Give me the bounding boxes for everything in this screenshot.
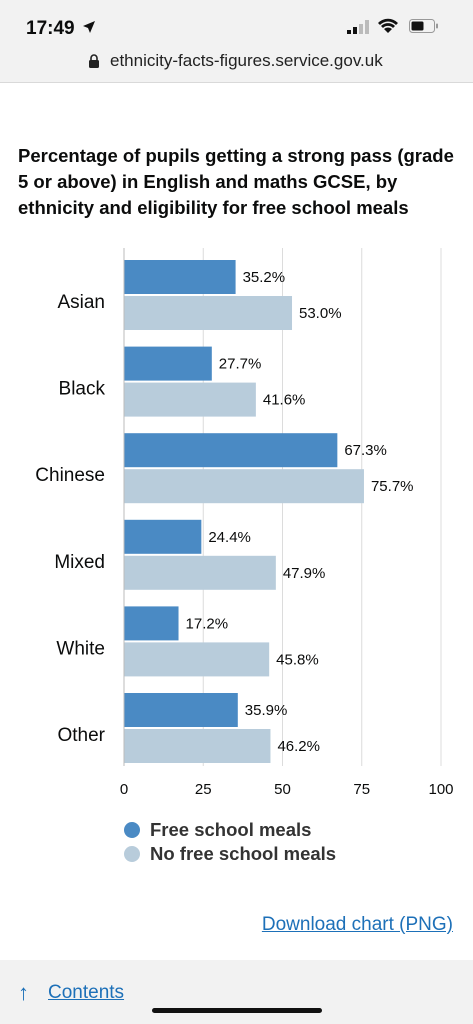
data-label: 53.0% <box>299 305 342 322</box>
wifi-icon <box>377 18 399 39</box>
arrow-up-icon[interactable]: ↑ <box>18 980 29 1005</box>
home-indicator <box>152 1008 322 1013</box>
bar-chart: 0 25 50 75 100 Asian 35.2% 53.0% Black 27.7% 41.6%… <box>35 248 454 798</box>
legend-label: Free school meals <box>150 819 312 840</box>
data-label: 47.9% <box>283 565 326 582</box>
status-bar: 17:49 <box>0 0 473 44</box>
bar <box>124 260 236 294</box>
x-tick-label: 100 <box>428 781 453 798</box>
data-label: 24.4% <box>208 529 251 546</box>
download-chart-link[interactable]: Download chart (PNG) <box>261 914 453 935</box>
x-tick-label: 0 <box>120 781 128 798</box>
bar <box>124 642 270 677</box>
category-label: Asian <box>57 292 105 313</box>
status-icons <box>347 16 447 40</box>
bar <box>124 346 212 381</box>
footer-bar: ↑ Contents <box>0 960 473 1024</box>
location-arrow-icon <box>82 20 96 39</box>
data-label: 45.8% <box>276 651 319 668</box>
x-tick-label: 25 <box>195 781 212 798</box>
bar <box>124 469 364 504</box>
status-time: 17:49 <box>26 18 75 39</box>
legend-swatch-no-free-school-meals <box>124 846 140 862</box>
bar <box>124 382 256 417</box>
bar <box>124 729 271 763</box>
category-label: Other <box>57 725 105 746</box>
data-label: 46.2% <box>277 738 320 755</box>
battery-icon <box>409 19 439 38</box>
data-label: 27.7% <box>219 356 262 373</box>
chart-legend: Free school meals No free school meals <box>124 818 336 866</box>
signal-icon <box>347 20 369 39</box>
data-label: 35.9% <box>245 702 288 719</box>
chart-title: Percentage of pupils getting a strong pa… <box>18 145 454 218</box>
bar <box>124 693 238 727</box>
data-label: 75.7% <box>371 478 414 495</box>
lock-icon <box>88 54 100 74</box>
x-tick-label: 50 <box>274 781 291 798</box>
category-label: Mixed <box>54 552 105 573</box>
category-label: Black <box>59 379 106 400</box>
legend-item-no-free-school-meals: No free school meals <box>124 842 336 866</box>
address-bar[interactable]: ethnicity-facts-figures.service.gov.uk <box>0 44 473 83</box>
data-label: 17.2% <box>186 615 229 632</box>
data-label: 41.6% <box>263 392 306 409</box>
contents-link[interactable]: Contents <box>48 982 125 1003</box>
url-text[interactable]: ethnicity-facts-figures.service.gov.uk <box>110 51 383 70</box>
legend-label: No free school meals <box>150 843 337 864</box>
legend-item-free-school-meals: Free school meals <box>124 818 336 842</box>
legend-swatch-free-school-meals <box>124 822 140 838</box>
x-tick-label: 75 <box>353 781 370 798</box>
bar <box>124 433 338 468</box>
category-label: White <box>56 638 105 659</box>
data-label: 67.3% <box>344 442 387 459</box>
bar <box>124 519 202 554</box>
data-label: 35.2% <box>243 269 286 286</box>
bar <box>124 606 179 641</box>
bar <box>124 296 293 330</box>
bar <box>124 555 276 590</box>
category-label: Chinese <box>35 465 105 486</box>
